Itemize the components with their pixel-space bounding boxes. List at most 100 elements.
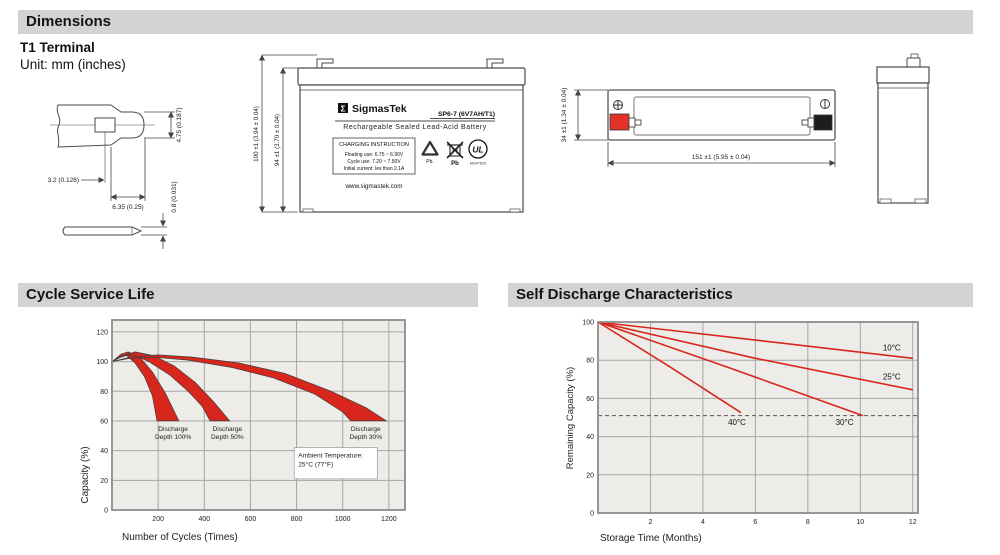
temperature-label: 30°C [836,418,854,427]
terminal-dimension-lines [81,111,175,249]
x-tick-label: 4 [701,519,705,526]
dim-length-label: 151 ±1 (5.95 ± 0.04) [692,154,750,161]
brand-logo-glyph: Σ [341,105,346,114]
terminal-tab-outline [50,104,155,183]
y-tick-label: 120 [96,329,108,336]
x-axis-title: Storage Time (Months) [600,533,702,544]
section-header-cycle-service-life: Cycle Service Life [18,283,478,307]
temperature-line [597,321,913,391]
x-tick-label: 600 [245,516,257,523]
y-tick-label: 0 [104,508,108,515]
y-tick-label: 80 [586,358,594,365]
y-tick-label: 60 [100,418,108,425]
y-tick-label: 20 [100,478,108,485]
brand-name: SigmasTek [352,103,407,115]
y-axis-title: Capacity (%) [80,446,91,503]
website-text: www.sigmastek.com [344,183,402,190]
product-line: Rechargeable Sealed Lead-Acid Battery [343,124,486,131]
ul-letters: UL [472,145,483,155]
x-tick-label: 1000 [335,516,351,523]
x-tick-label: 800 [291,516,303,523]
battery-front-view: 100 ±1 (3.94 ± 0.04) 94 ±1 (3.70 ± 0.04)… [253,54,526,213]
positive-terminal-red [609,113,630,131]
front-dimension-lines [259,54,317,213]
terminal-type-label: T1 Terminal [20,40,95,55]
negative-terminal-black [813,114,833,131]
ul-mark-icon: UL [468,139,488,159]
dim-width-label: 34 ±1 (1.34 ± 0.04) [561,88,568,143]
plot-frame [597,321,919,514]
y-tick-label: 0 [590,511,594,518]
x-tick-label: 12 [909,519,917,526]
x-tick-label: 6 [753,519,757,526]
charging-line-3: Initial current: les than 2.1A [344,166,405,172]
terminal-side-profile [62,226,143,236]
dim-tab-height-label: 4.75 (0.187) [176,107,183,142]
battery-top-view: 34 ±1 (1.34 ± 0.04) 151 ±1 (5.95 ± 0.04) [561,88,836,167]
x-tick-label: 400 [198,516,210,523]
terminal-tab-left [316,58,334,69]
charging-title: CHARGING INSTRUCTION [339,142,409,148]
weee-pb-text: Pb [451,161,459,167]
temperature-label: 25°C [883,372,901,381]
annotation-text: Ambient Temperature: [298,453,363,460]
recycle-pb-icon [421,140,439,156]
band-label: Depth 100% [155,434,191,441]
y-tick-label: 100 [96,359,108,366]
battery-case [297,58,526,213]
top-view-dimension-lines [574,89,836,167]
terminal-detail-drawing: 4.75 (0.187) 3.2 (0.126) 6.35 (0.25) 0.8… [48,104,183,249]
band-label: Discharge [158,426,188,433]
temperature-line [597,321,913,360]
temperature-line [597,321,864,417]
plot-frame [111,319,406,511]
band-label: Discharge [213,426,243,433]
self-discharge-chart: 10°C 25°C 30°C 40°C 0 20 40 60 80 100 2 4 6 8 10 12 Stor… [565,320,919,544]
discharge-band [111,354,388,422]
positive-mark-icon [613,100,623,110]
model-number: SP6-7 (6V7AH/T1) [438,111,495,118]
end-terminal-tab [910,53,919,59]
y-tick-label: 40 [586,434,594,441]
top-view-case [607,89,836,141]
charging-line-1: Floating use: 6.75 ~ 6.90V [345,152,404,158]
dim-total-height-label: 100 ±1 (3.94 ± 0.04) [253,106,260,162]
section-header-dimensions: Dimensions [18,10,973,34]
end-view-case [876,53,930,204]
dim-tab-thickness-label: 0.8 (0.031) [171,181,178,212]
ul-file-code: MH47629 [470,162,486,166]
terminal-hole [94,117,116,133]
y-tick-label: 20 [586,472,594,479]
positive-terminal-tab [628,117,642,128]
annotation-box [293,447,378,480]
terminal-tab-right [486,58,504,69]
weee-bin-icon [446,141,464,159]
y-tick-label: 100 [582,320,594,327]
band-label: Depth 50% [211,434,244,441]
dim-case-height-label: 94 ±1 (3.70 ± 0.04) [274,114,281,166]
battery-label: Σ SigmasTek SP6-7 (6V7AH/T1) Rechargeabl… [332,103,495,190]
x-axis-title: Number of Cycles (Times) [122,532,238,543]
temperature-line [597,321,742,414]
negative-mark-icon [820,99,830,109]
section-header-self-discharge: Self Discharge Characteristics [508,283,973,307]
band-label: Discharge [351,426,381,433]
unit-note: Unit: mm (inches) [20,57,126,72]
y-axis-title: Remaining Capacity (%) [565,367,576,469]
charging-line-2: Cycle use: 7.20 ~ 7.50V [347,159,401,165]
x-tick-label: 200 [152,516,164,523]
band-label: Depth 30% [349,434,382,441]
discharge-band [111,351,180,422]
x-tick-label: 1200 [381,516,397,523]
x-tick-label: 10 [856,519,864,526]
y-tick-label: 60 [586,396,594,403]
negative-terminal-tab [801,117,815,128]
brand-logo-icon [338,103,348,113]
y-tick-label: 40 [100,448,108,455]
plot-background [598,322,918,513]
charging-instruction-box [332,137,416,175]
dim-tab-width-label: 6.35 (0.25) [112,204,143,211]
battery-end-view [876,53,930,204]
recycle-pb-text: Pb. [426,159,434,165]
